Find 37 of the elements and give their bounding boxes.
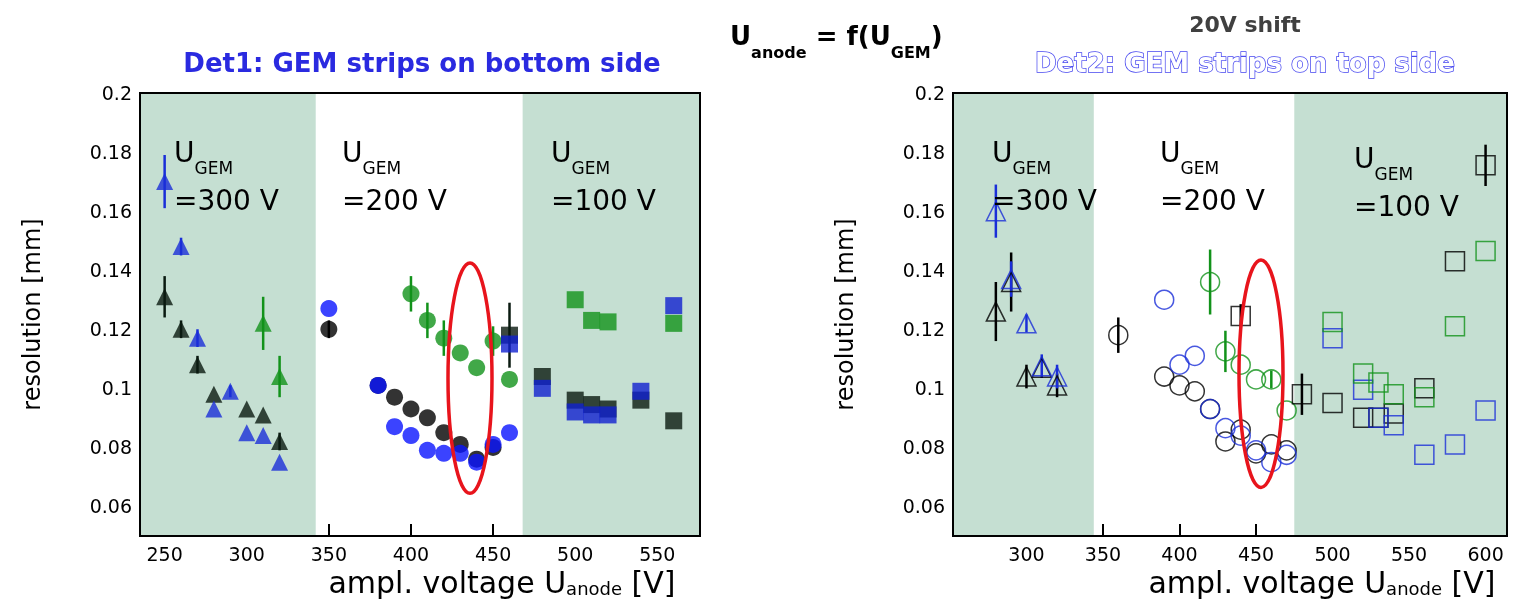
x-tick-label: 250 [146, 542, 183, 565]
x-tick-label: 300 [228, 542, 265, 565]
x-axis-title: ampl. voltage Uanode [V] [328, 565, 676, 601]
y-tick-label: 0.06 [902, 495, 945, 518]
y-tick-label: 0.18 [89, 141, 132, 164]
x-tick-label: 450 [474, 542, 512, 565]
chart-title: Det2: GEM strips on top side [1035, 48, 1455, 78]
y-tick-label: 0.14 [902, 259, 945, 282]
y-tick-label: 0.08 [902, 436, 945, 459]
y-tick-label: 0.12 [89, 318, 132, 341]
x-tick-label: 550 [639, 542, 676, 565]
y-tick-label: 0.12 [902, 318, 945, 341]
x-tick-label: 550 [1390, 542, 1428, 565]
chart-subtitle: 20V shift [1189, 11, 1302, 37]
y-tick-label: 0.14 [89, 259, 132, 282]
x-tick-label: 400 [1161, 542, 1198, 565]
x-tick-label: 350 [1084, 542, 1122, 565]
y-tick-label: 0.1 [914, 377, 945, 400]
y-axis-title: resolution [mm] [18, 218, 46, 411]
x-tick-label: 400 [392, 542, 430, 565]
x-tick-label: 350 [310, 542, 347, 565]
y-tick-label: 0.18 [902, 141, 945, 164]
y-tick-label: 0.16 [902, 200, 945, 223]
y-tick-label: 0.1 [101, 377, 132, 400]
x-tick-label: 500 [557, 542, 594, 565]
y-tick-label: 0.2 [914, 82, 945, 104]
y-axis-title: resolution [mm] [831, 218, 859, 411]
x-tick-label: 600 [1467, 542, 1504, 565]
x-tick-label: 500 [1314, 542, 1351, 565]
x-tick-label: 300 [1008, 542, 1045, 565]
chart-title: Det1: GEM strips on bottom side [183, 48, 661, 78]
y-tick-label: 0.06 [89, 495, 132, 518]
y-tick-label: 0.2 [101, 82, 132, 104]
y-tick-label: 0.08 [89, 436, 132, 459]
x-tick-label: 450 [1237, 542, 1275, 565]
x-axis-title: ampl. voltage Uanode [V] [1148, 565, 1496, 601]
y-tick-label: 0.16 [89, 200, 132, 223]
